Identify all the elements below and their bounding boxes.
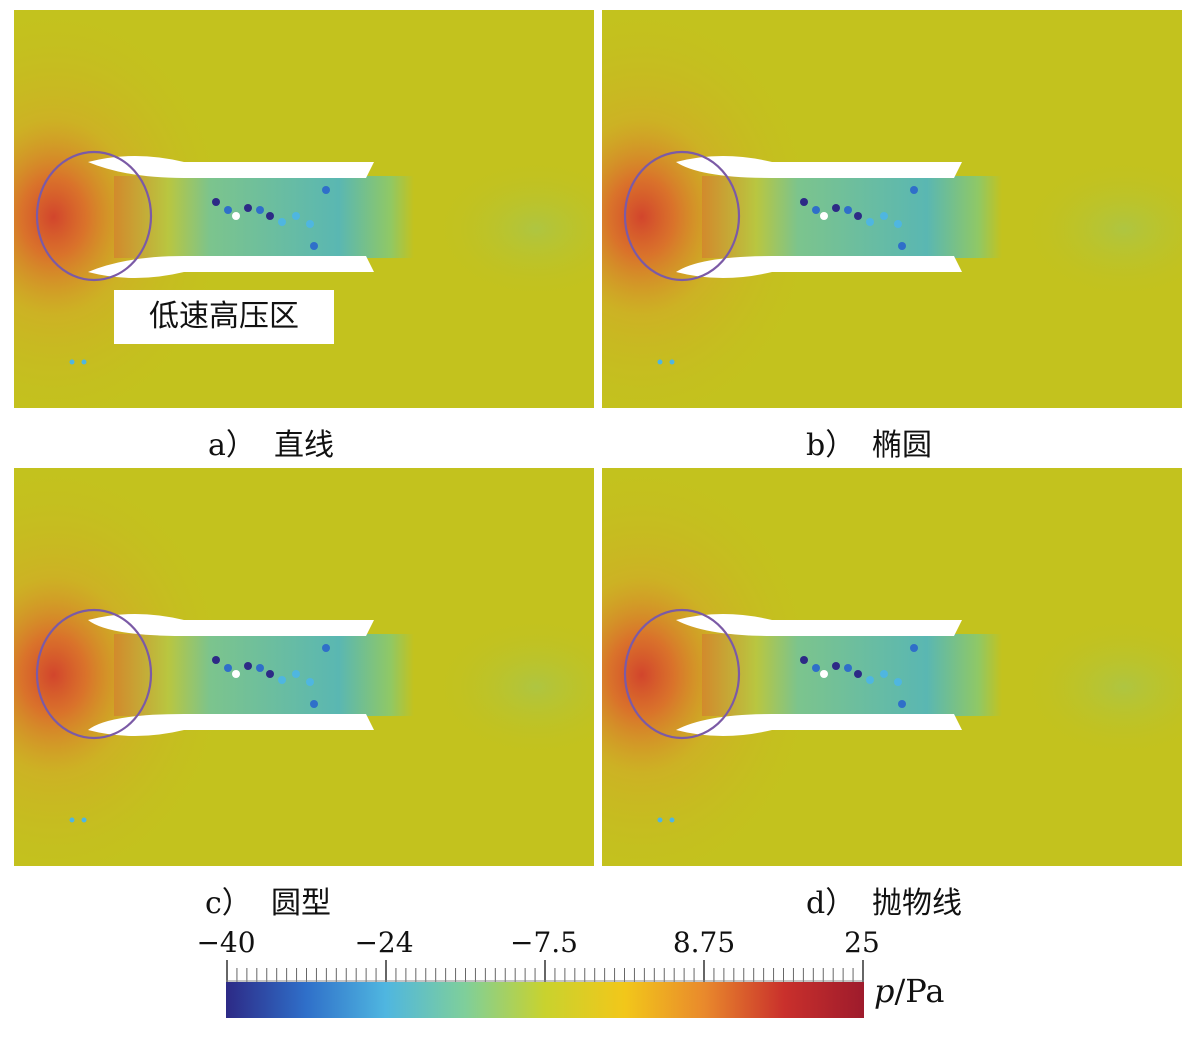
caption-d: d） 抛物线 xyxy=(806,878,962,922)
colorbar-unit-label: p/Pa xyxy=(874,972,944,1010)
contour-panel-ellipse xyxy=(602,10,1182,408)
channel-flow xyxy=(114,176,414,258)
caption-c: c） 圆型 xyxy=(205,878,331,922)
caption-c-letter: c） xyxy=(205,886,252,921)
vortex-spot xyxy=(854,670,862,678)
channel-flow xyxy=(702,176,1002,258)
vortex-spot xyxy=(278,676,286,684)
vortex-spot xyxy=(310,700,318,708)
vortex-spot xyxy=(256,664,264,672)
caption-a: a） 直线 xyxy=(208,420,334,464)
vortex-spot xyxy=(224,664,232,672)
caption-d-text: 抛物线 xyxy=(872,886,962,921)
pressure-symbol: p xyxy=(874,972,895,1010)
vortex-spot xyxy=(306,220,314,228)
lower-wall xyxy=(88,714,374,736)
colorbar-tick-label: 25 xyxy=(844,926,880,959)
marker-dot xyxy=(69,817,75,823)
vortex-spot xyxy=(854,212,862,220)
vortex-spot xyxy=(866,676,874,684)
colorbar-tick-label: −24 xyxy=(354,926,414,959)
marker-dot xyxy=(657,817,663,823)
caption-c-text: 圆型 xyxy=(271,886,331,921)
vortex-spot xyxy=(832,204,840,212)
vortex-spot xyxy=(800,198,808,206)
vortex-spot xyxy=(278,218,286,226)
vortex-spot xyxy=(232,670,240,678)
vortex-spot xyxy=(812,664,820,672)
vortex-spot xyxy=(306,678,314,686)
upper-wall xyxy=(676,614,962,636)
colorbar-tick-label: −7.5 xyxy=(510,926,578,959)
contour-panel-parabola xyxy=(602,468,1182,866)
vortex-spot xyxy=(232,212,240,220)
vortex-spot xyxy=(292,212,300,220)
vortex-spot xyxy=(820,670,828,678)
vortex-spot xyxy=(256,206,264,214)
caption-b-text: 椭圆 xyxy=(872,428,932,463)
vortex-spot xyxy=(844,664,852,672)
caption-a-text: 直线 xyxy=(274,428,334,463)
marker-dot xyxy=(69,359,75,365)
vortex-spot xyxy=(322,644,330,652)
high-pressure-highlight-ellipse xyxy=(35,150,153,282)
marker-dot xyxy=(81,817,87,823)
caption-b-letter: b） xyxy=(806,428,856,463)
colorbar-gradient xyxy=(226,982,864,1018)
vortex-spot xyxy=(266,670,274,678)
vortex-spot xyxy=(880,212,888,220)
marker-dot xyxy=(669,359,675,365)
marker-dot xyxy=(657,359,663,365)
vortex-spot xyxy=(244,662,252,670)
channel-flow xyxy=(702,634,1002,716)
low-velocity-high-pressure-label: 低速高压区 xyxy=(114,290,334,344)
vortex-spot xyxy=(212,656,220,664)
colorbar-tick-label: −40 xyxy=(196,926,256,959)
vortex-spot xyxy=(832,662,840,670)
high-pressure-highlight-ellipse xyxy=(623,608,741,740)
vortex-spot xyxy=(224,206,232,214)
vortex-spot xyxy=(212,198,220,206)
contour-panel-straight xyxy=(14,10,594,408)
vortex-spot xyxy=(244,204,252,212)
lower-wall xyxy=(676,714,962,736)
vortex-spot xyxy=(910,186,918,194)
high-pressure-highlight-ellipse xyxy=(623,150,741,282)
pressure-colorbar xyxy=(226,958,864,1024)
caption-d-letter: d） xyxy=(806,886,856,921)
pressure-unit: /Pa xyxy=(894,972,945,1010)
upper-wall xyxy=(676,156,962,178)
vortex-spot xyxy=(310,242,318,250)
vortex-spot xyxy=(898,242,906,250)
vortex-spot xyxy=(894,220,902,228)
vortex-spot xyxy=(292,670,300,678)
colorbar-tick-label: 8.75 xyxy=(672,926,736,959)
vortex-spot xyxy=(894,678,902,686)
marker-dot xyxy=(669,817,675,823)
vortex-spot xyxy=(866,218,874,226)
high-pressure-highlight-ellipse xyxy=(35,608,153,740)
lower-wall xyxy=(88,256,374,278)
lower-wall xyxy=(676,256,962,278)
vortex-spot xyxy=(898,700,906,708)
marker-dot xyxy=(81,359,87,365)
upper-wall xyxy=(88,614,374,636)
caption-a-letter: a） xyxy=(208,428,256,463)
vortex-spot xyxy=(820,212,828,220)
vortex-spot xyxy=(800,656,808,664)
channel-flow xyxy=(114,634,414,716)
vortex-spot xyxy=(910,644,918,652)
caption-b: b） 椭圆 xyxy=(806,420,932,464)
vortex-spot xyxy=(880,670,888,678)
vortex-spot xyxy=(812,206,820,214)
vortex-spot xyxy=(844,206,852,214)
vortex-spot xyxy=(266,212,274,220)
contour-panel-round xyxy=(14,468,594,866)
vortex-spot xyxy=(322,186,330,194)
upper-wall xyxy=(88,156,374,178)
